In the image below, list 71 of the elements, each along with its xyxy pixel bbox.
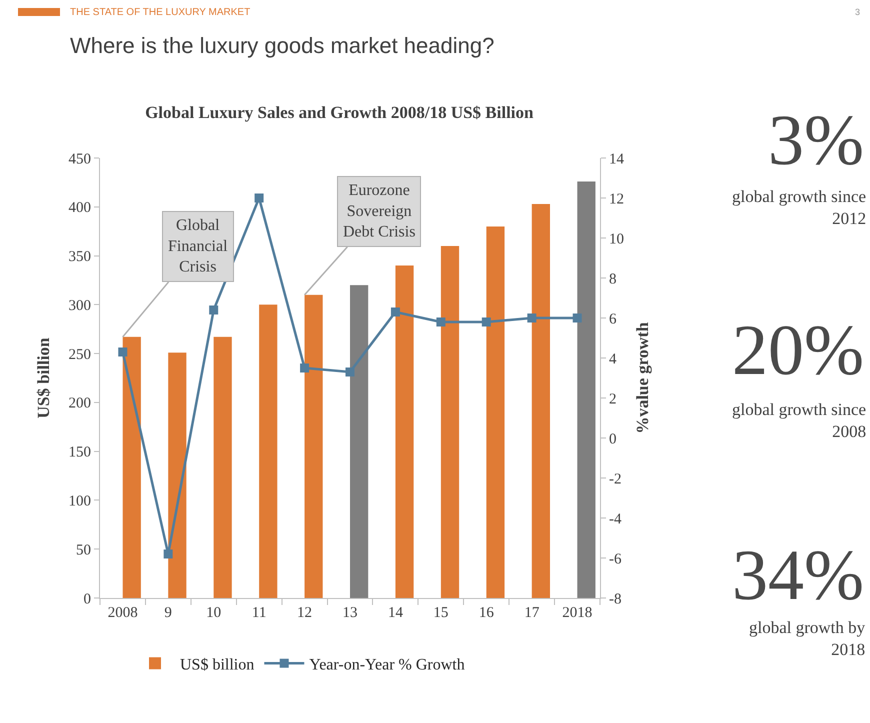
x-tick-label: 12 xyxy=(297,605,312,621)
y2-tick-label: -8 xyxy=(609,591,622,608)
bar xyxy=(214,336,232,598)
bar xyxy=(577,181,596,598)
y2-tick-label: -6 xyxy=(609,551,622,568)
point xyxy=(164,550,173,558)
y2-tick-label: 4 xyxy=(609,351,617,368)
bar xyxy=(440,246,460,598)
y2-tick-label: -4 xyxy=(609,511,622,528)
text: global growth since 2012 xyxy=(732,187,866,228)
y-tick-label: 250 xyxy=(68,346,91,363)
y2-tick-label: 6 xyxy=(609,311,617,328)
bar xyxy=(486,226,505,598)
point xyxy=(254,194,264,202)
y-tick-label: 400 xyxy=(68,200,91,216)
bar xyxy=(122,336,141,598)
point xyxy=(300,364,310,372)
annotation: Global Financial Crisis xyxy=(168,217,228,276)
chart-title: Global Luxury Sales and Growth 2008/18 US$ Billion xyxy=(145,103,534,122)
y2-tick-label: 14 xyxy=(609,151,624,168)
x-tick-label: 14 xyxy=(388,605,404,621)
y2-tick-label: 8 xyxy=(609,271,616,288)
bar xyxy=(168,352,186,598)
x-tick-label: 17 xyxy=(524,605,540,621)
y2-tick-label: 12 xyxy=(609,191,624,208)
y-axis-title: US$ billion xyxy=(34,337,54,418)
legend-label: US$ billion xyxy=(180,656,254,674)
y-tick-label: 300 xyxy=(68,298,91,314)
y-tick-label: 150 xyxy=(68,444,91,461)
text: THE STATE OF THE LUXURY MARKET xyxy=(70,7,250,18)
point xyxy=(482,318,491,326)
y-tick-label: 450 xyxy=(68,151,91,168)
text: global growth since 2008 xyxy=(732,400,866,442)
point xyxy=(527,314,536,322)
x-tick-label: 11 xyxy=(252,605,266,621)
point xyxy=(209,306,218,314)
point xyxy=(390,308,400,316)
text: global growth by 2018 xyxy=(749,618,866,660)
text: Where is the luxury goods market heading? xyxy=(70,33,494,58)
text: 20% xyxy=(732,310,864,390)
y-tick-label: 100 xyxy=(68,493,91,510)
x-tick-label: 16 xyxy=(478,605,494,621)
x-tick-label: 2018 xyxy=(562,605,592,621)
point xyxy=(118,348,128,356)
legend-label: Year-on-Year % Growth xyxy=(309,656,465,674)
bar xyxy=(532,204,550,598)
bar xyxy=(350,285,368,598)
x-tick-label: 9 xyxy=(164,605,172,621)
point xyxy=(572,314,582,322)
y2-axis-title: %value growth xyxy=(632,322,652,434)
bar xyxy=(259,304,278,598)
y-tick-label: 50 xyxy=(76,542,91,558)
y-tick-label: 200 xyxy=(68,396,91,412)
x-tick-label: 13 xyxy=(342,605,358,621)
y2-tick-label: 10 xyxy=(609,231,624,248)
y2-tick-label: 2 xyxy=(609,391,616,408)
y2-tick-label: -2 xyxy=(609,471,622,488)
bar xyxy=(395,266,414,598)
y-tick-label: 350 xyxy=(68,249,91,266)
text: 3% xyxy=(768,100,864,180)
text: 34% xyxy=(732,535,864,615)
point xyxy=(346,368,354,376)
y2-tick-label: 0 xyxy=(609,431,616,448)
annotation: Eurozone Sovereign Debt Crisis xyxy=(343,182,416,241)
text: 3 xyxy=(855,7,860,17)
y-tick-label: 0 xyxy=(84,591,91,608)
x-tick-label: 10 xyxy=(206,605,222,621)
x-tick-label: 2008 xyxy=(108,605,138,621)
x-tick-label: 15 xyxy=(433,605,448,621)
point xyxy=(436,318,446,326)
bar xyxy=(304,294,323,598)
